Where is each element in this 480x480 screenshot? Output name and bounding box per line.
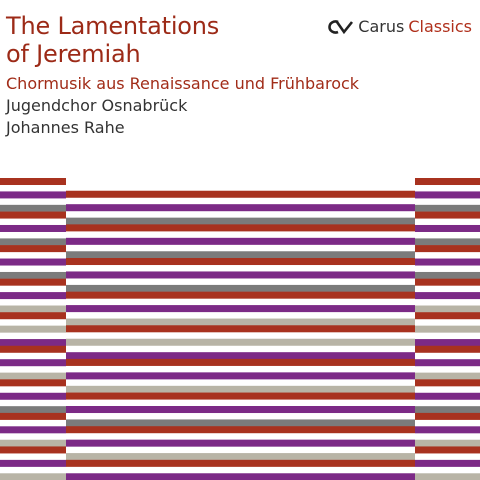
center-stripe [66, 372, 415, 380]
right-stripe [415, 325, 480, 333]
left-stripe [0, 178, 66, 186]
right-stripe [415, 191, 480, 199]
center-stripe [66, 224, 415, 232]
right-stripe [415, 406, 480, 414]
right-stripe [415, 245, 480, 253]
center-stripe [66, 406, 415, 414]
left-stripe [0, 238, 66, 246]
right-stripe [415, 204, 480, 212]
left-stripe [0, 459, 66, 467]
left-stripe [0, 379, 66, 387]
right-stripe [415, 224, 480, 232]
left-stripe [0, 271, 66, 279]
center-stripe [66, 217, 415, 225]
right-stripe [415, 339, 480, 347]
center-stripe [66, 190, 415, 198]
right-stripe [415, 412, 480, 420]
center-stripe [66, 453, 415, 461]
performer-name: Jugendchor Osnabrück [6, 96, 188, 115]
center-stripe [66, 426, 415, 434]
center-stripe [66, 305, 415, 313]
center-stripe [66, 251, 415, 259]
label-series: Classics [408, 17, 472, 36]
center-stripe [66, 258, 415, 266]
right-stripe [415, 211, 480, 219]
right-stripe [415, 439, 480, 447]
left-stripe [0, 446, 66, 454]
center-stripe [66, 473, 415, 480]
left-stripe [0, 372, 66, 380]
right-stripe [415, 271, 480, 279]
center-stripe [66, 358, 415, 366]
left-stripe [0, 292, 66, 300]
left-stripe [0, 191, 66, 199]
center-stripe [66, 237, 415, 245]
left-stripe [0, 359, 66, 367]
right-stripe [415, 359, 480, 367]
left-stripe [0, 211, 66, 219]
right-stripe [415, 345, 480, 353]
left-stripe [0, 439, 66, 447]
cv-monogram-icon [328, 20, 354, 35]
left-stripe [0, 278, 66, 286]
album-title-line-1: The Lamentations [6, 12, 220, 40]
center-stripe [66, 385, 415, 393]
center-stripe [66, 271, 415, 279]
center-stripe [66, 325, 415, 333]
left-stripe [0, 426, 66, 434]
left-stripe [0, 325, 66, 333]
left-stripe [0, 392, 66, 400]
center-stripe [66, 392, 415, 400]
right-stripe [415, 292, 480, 300]
left-stripe [0, 339, 66, 347]
right-stripe [415, 372, 480, 380]
left-stripe [0, 406, 66, 414]
album-subtitle: Chormusik aus Renaissance und Frühbarock [6, 74, 360, 93]
right-stripe [415, 178, 480, 186]
center-stripe [66, 459, 415, 467]
right-stripe [415, 312, 480, 320]
label-name: Carus [358, 17, 405, 36]
record-label: Carus Classics [327, 17, 472, 37]
center-stripe [66, 204, 415, 212]
right-stripe [415, 473, 480, 480]
right-stripe [415, 278, 480, 286]
right-stripe [415, 238, 480, 246]
left-stripe [0, 473, 66, 480]
center-stripe [66, 338, 415, 346]
right-stripe [415, 305, 480, 313]
center-stripe [66, 284, 415, 292]
center-stripe [66, 439, 415, 447]
left-stripe [0, 345, 66, 353]
right-stripe [415, 446, 480, 454]
left-stripe [0, 258, 66, 266]
right-stripe [415, 392, 480, 400]
right-stripe [415, 258, 480, 266]
center-stripe [66, 352, 415, 360]
left-stripe [0, 204, 66, 212]
center-stripe [66, 318, 415, 326]
center-stripe [66, 291, 415, 299]
left-stripe [0, 224, 66, 232]
center-stripe [66, 419, 415, 427]
right-stripe [415, 426, 480, 434]
album-title-line-2: of Jeremiah [6, 40, 141, 68]
left-stripe [0, 245, 66, 253]
left-stripe [0, 305, 66, 313]
right-stripe [415, 459, 480, 467]
left-stripe [0, 412, 66, 420]
album-title: The Lamentations of Jeremiah [6, 12, 219, 68]
conductor-name: Johannes Rahe [6, 118, 125, 137]
left-stripe [0, 312, 66, 320]
right-stripe [415, 379, 480, 387]
